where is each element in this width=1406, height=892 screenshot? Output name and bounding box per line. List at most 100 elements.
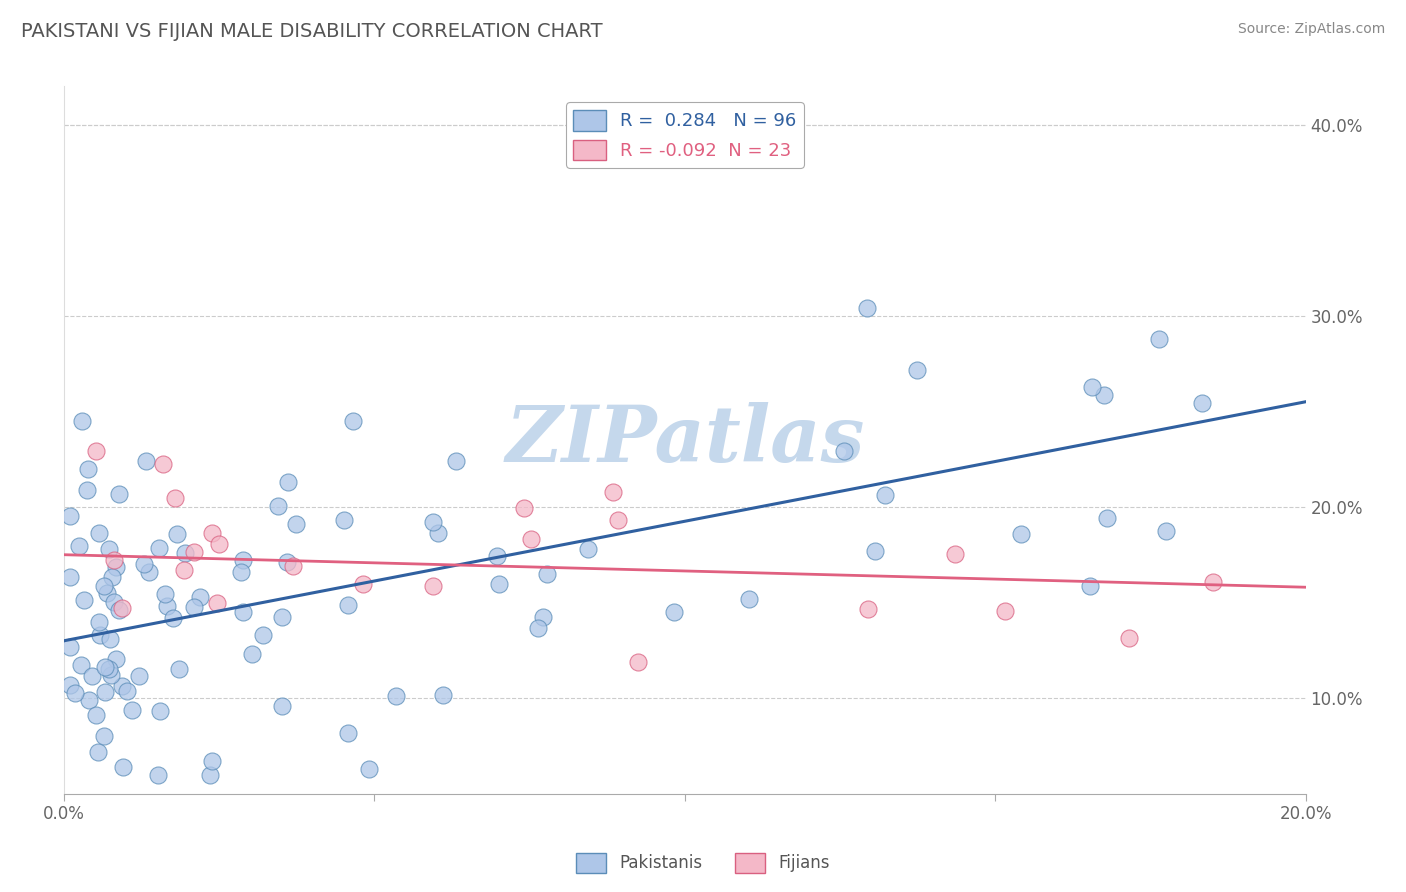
Point [101,570,124,584]
Point [527,621,550,635]
Point [104,559,127,574]
Point [352,577,374,591]
Point [86,708,108,723]
Point [132,558,155,572]
Point [284,516,307,531]
Point [333,513,356,527]
Point [576,541,599,556]
Point [336,726,359,740]
Point [87,615,110,629]
Point [153,587,176,601]
Point [607,513,630,527]
Point [149,704,172,718]
Point [905,363,928,377]
Point [276,555,298,569]
Point [138,565,160,579]
Point [1078,579,1101,593]
Point [1094,388,1116,402]
Point [357,762,380,776]
Point [111,679,134,693]
Point [76,483,98,497]
Point [232,553,254,567]
Point [207,596,229,610]
Point [832,444,855,458]
Point [1011,527,1033,541]
Point [485,549,508,563]
Point [87,526,110,541]
Point [520,532,543,546]
Point [183,545,205,559]
Point [1095,511,1118,525]
Point [86,443,108,458]
Point [93,729,115,743]
Point [167,662,190,676]
Point [162,610,184,624]
Point [536,567,558,582]
Text: ZIPatlas: ZIPatlas [505,401,865,478]
Point [531,609,554,624]
Point [863,544,886,558]
Point [229,565,252,579]
Point [70,414,93,428]
Point [1191,396,1213,410]
Legend: Pakistanis, Fijians: Pakistanis, Fijians [569,847,837,880]
Point [63,686,86,700]
Point [156,599,179,613]
Point [100,668,122,682]
Point [627,655,650,669]
Point [70,657,93,672]
Point [188,590,211,604]
Point [201,754,224,768]
Point [738,591,761,606]
Point [152,458,174,472]
Point [146,767,169,781]
Point [103,553,125,567]
Point [1118,632,1140,646]
Point [135,453,157,467]
Point [446,454,468,468]
Point [1202,575,1225,590]
Point [662,605,685,619]
Point [385,689,408,703]
Point [427,526,450,541]
Point [240,647,263,661]
Point [183,600,205,615]
Point [93,579,115,593]
Point [602,484,624,499]
Point [1156,524,1178,538]
Point [277,475,299,490]
Point [79,693,101,707]
Point [128,669,150,683]
Point [163,491,186,506]
Text: PAKISTANI VS FIJIAN MALE DISABILITY CORRELATION CHART: PAKISTANI VS FIJIAN MALE DISABILITY CORR… [21,22,603,41]
Point [59,508,82,523]
Point [97,542,120,557]
Point [121,703,143,717]
Point [283,559,305,574]
Point [422,516,444,530]
Point [108,603,131,617]
Legend: R =  0.284   N = 96, R = -0.092  N = 23: R = 0.284 N = 96, R = -0.092 N = 23 [567,103,804,168]
Point [59,678,82,692]
Text: Source: ZipAtlas.com: Source: ZipAtlas.com [1237,22,1385,37]
Point [267,499,290,513]
Point [104,652,127,666]
Point [342,414,364,428]
Point [59,640,82,654]
Point [232,605,254,619]
Point [94,660,117,674]
Point [252,628,274,642]
Point [875,488,897,502]
Point [432,689,454,703]
Point [201,526,224,541]
Point [94,685,117,699]
Point [856,602,879,616]
Point [208,537,231,551]
Point [512,500,534,515]
Point [103,595,125,609]
Point [943,547,966,561]
Point [174,546,197,560]
Point [1081,380,1104,394]
Point [111,600,134,615]
Point [108,487,131,501]
